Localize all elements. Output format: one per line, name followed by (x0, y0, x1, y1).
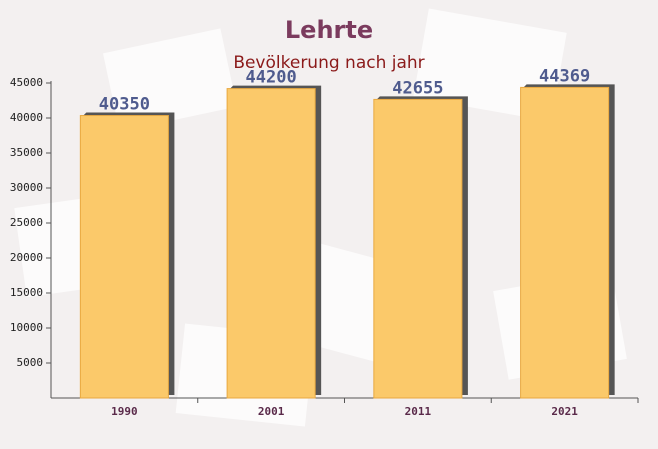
y-tick-label: 25000 (10, 216, 43, 229)
value-label: 40350 (99, 95, 150, 115)
bar (79, 115, 169, 399)
bar (226, 88, 316, 399)
value-label: 44369 (539, 66, 590, 86)
y-tick-label: 30000 (10, 181, 43, 194)
x-tick-label: 2021 (551, 405, 578, 418)
value-label: 44200 (246, 68, 297, 88)
x-tick-label: 2001 (258, 405, 285, 418)
y-tick-label: 40000 (10, 111, 43, 124)
y-tick-label: 10000 (10, 321, 43, 334)
chart-subtitle: Bevölkerung nach jahr (233, 53, 424, 73)
chart-title: Lehrte (285, 16, 373, 44)
x-tick-label: 1990 (111, 405, 138, 418)
bar (373, 98, 463, 399)
y-tick-label: 5000 (17, 356, 44, 369)
value-label: 42655 (392, 78, 443, 98)
y-tick-label: 20000 (10, 251, 43, 264)
y-tick-label: 35000 (10, 146, 43, 159)
bar (520, 86, 610, 399)
x-tick-label: 2011 (405, 405, 432, 418)
y-tick-label: 45000 (10, 76, 43, 89)
y-tick-label: 15000 (10, 286, 43, 299)
